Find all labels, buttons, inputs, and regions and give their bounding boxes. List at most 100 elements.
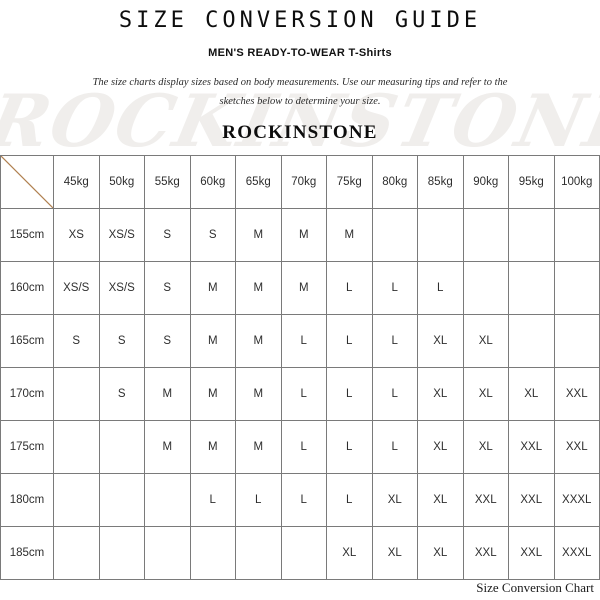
size-cell: XL xyxy=(462,420,509,474)
size-cell xyxy=(508,314,555,368)
column-header-95kg: 95kg xyxy=(508,155,555,209)
column-header-55kg: 55kg xyxy=(144,155,191,209)
size-cell: XL xyxy=(417,314,464,368)
table-row: 180cm L L L L XL XL XXL XXL XXXL xyxy=(0,473,600,527)
size-cell: M xyxy=(235,367,282,421)
size-cell: M xyxy=(189,420,236,474)
size-cell xyxy=(235,526,282,580)
size-cell: L xyxy=(326,420,373,474)
column-header-80kg: 80kg xyxy=(371,155,418,209)
column-header-65kg: 65kg xyxy=(235,155,282,209)
row-header-155cm: 155cm xyxy=(0,208,54,262)
size-cell: M xyxy=(235,208,282,262)
table-row: 165cm S S S M M L L L XL XL xyxy=(0,314,600,368)
size-cell: XS/S xyxy=(53,261,100,315)
row-header-180cm: 180cm xyxy=(0,473,54,527)
size-cell: L xyxy=(371,420,418,474)
size-cell: XL xyxy=(462,367,509,421)
size-cell: XL xyxy=(417,473,464,527)
table-row: 160cm XS/S XS/S S M M M L L L xyxy=(0,261,600,315)
size-cell: XXL xyxy=(508,526,555,580)
size-cell: S xyxy=(53,314,100,368)
size-cell: M xyxy=(280,208,327,262)
size-cell: XXL xyxy=(553,367,600,421)
size-cell xyxy=(53,367,100,421)
table-header-row: 45kg 50kg 55kg 60kg 65kg 70kg 75kg 80kg 85kg 90kg… xyxy=(0,155,600,209)
size-cell: XL xyxy=(326,526,373,580)
size-cell: L xyxy=(280,420,327,474)
size-cell xyxy=(98,473,145,527)
size-cell: S xyxy=(98,367,145,421)
column-header-100kg: 100kg xyxy=(553,155,600,209)
size-cell: XS xyxy=(53,208,100,262)
size-cell xyxy=(98,420,145,474)
size-cell xyxy=(417,208,464,262)
size-cell: S xyxy=(98,314,145,368)
size-cell: M xyxy=(280,261,327,315)
size-cell: S xyxy=(144,208,191,262)
size-cell: XL xyxy=(371,526,418,580)
size-cell xyxy=(508,261,555,315)
size-cell: S xyxy=(144,314,191,368)
size-cell: XXL xyxy=(462,473,509,527)
size-cell: M xyxy=(144,367,191,421)
size-cell: L xyxy=(280,314,327,368)
size-cell xyxy=(280,526,327,580)
size-cell: M xyxy=(189,261,236,315)
size-cell: XXL xyxy=(553,420,600,474)
size-cell xyxy=(371,208,418,262)
size-cell: M xyxy=(144,420,191,474)
column-header-50kg: 50kg xyxy=(98,155,145,209)
column-header-75kg: 75kg xyxy=(326,155,373,209)
size-cell xyxy=(98,526,145,580)
table-row: 170cm S M M M L L L XL XL XL XXL xyxy=(0,367,600,421)
diagonal-line-icon xyxy=(1,156,53,208)
row-header-175cm: 175cm xyxy=(0,420,54,474)
size-cell: XXXL xyxy=(553,473,600,527)
size-cell xyxy=(53,420,100,474)
size-conversion-table: 45kg 50kg 55kg 60kg 65kg 70kg 75kg 80kg 85kg 90kg… xyxy=(0,155,600,580)
size-cell: L xyxy=(326,367,373,421)
size-cell xyxy=(189,526,236,580)
column-header-60kg: 60kg xyxy=(189,155,236,209)
size-cell: L xyxy=(371,261,418,315)
size-cell: M xyxy=(189,367,236,421)
size-cell xyxy=(144,473,191,527)
size-cell: M xyxy=(235,420,282,474)
table-row: 175cm M M M L L L XL XL XXL XXL xyxy=(0,420,600,474)
size-cell: M xyxy=(326,208,373,262)
size-cell: L xyxy=(326,473,373,527)
size-cell: XXL xyxy=(508,473,555,527)
size-cell: XS/S xyxy=(98,261,145,315)
size-cell: XL xyxy=(508,367,555,421)
size-cell xyxy=(553,314,600,368)
size-cell xyxy=(53,473,100,527)
size-cell: XL xyxy=(371,473,418,527)
row-header-170cm: 170cm xyxy=(0,367,54,421)
size-cell: XXL xyxy=(462,526,509,580)
size-cell: L xyxy=(235,473,282,527)
size-cell xyxy=(462,208,509,262)
page-description: The size charts display sizes based on b… xyxy=(92,77,508,108)
table-row: 185cm XL XL XL XXL XXL XXXL xyxy=(0,526,600,580)
size-cell: L xyxy=(280,473,327,527)
row-header-165cm: 165cm xyxy=(0,314,54,368)
size-cell: XL xyxy=(417,526,464,580)
corner-diagonal-cell xyxy=(0,155,54,209)
row-header-160cm: 160cm xyxy=(0,261,54,315)
size-cell xyxy=(508,208,555,262)
size-cell: L xyxy=(326,261,373,315)
column-header-90kg: 90kg xyxy=(462,155,509,209)
page-title: SIZE CONVERSION GUIDE xyxy=(118,8,482,33)
brand-name: ROCKINSTONE xyxy=(222,121,378,143)
size-cell: S xyxy=(144,261,191,315)
size-cell: L xyxy=(371,367,418,421)
page-subtitle: MEN'S READY-TO-WEAR T-Shirts xyxy=(208,47,392,59)
column-header-70kg: 70kg xyxy=(280,155,327,209)
size-cell: L xyxy=(417,261,464,315)
size-cell: L xyxy=(371,314,418,368)
column-header-45kg: 45kg xyxy=(53,155,100,209)
size-cell: M xyxy=(235,261,282,315)
size-cell: XS/S xyxy=(98,208,145,262)
size-cell: XL xyxy=(462,314,509,368)
